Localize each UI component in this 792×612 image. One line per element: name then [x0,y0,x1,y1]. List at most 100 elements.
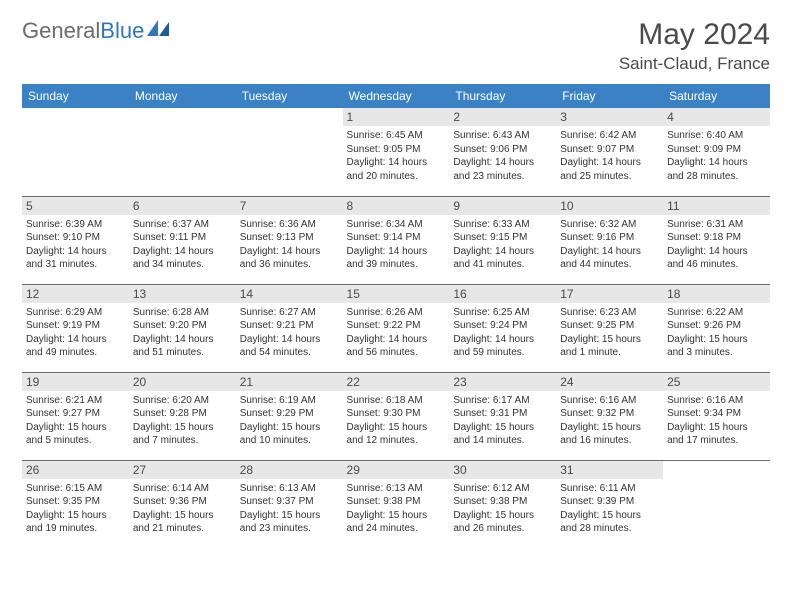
day-cell: 21Sunrise: 6:19 AMSunset: 9:29 PMDayligh… [236,372,343,460]
day-cell: 25Sunrise: 6:16 AMSunset: 9:34 PMDayligh… [663,372,770,460]
daylight-text: Daylight: 15 hours and 3 minutes. [667,333,766,360]
logo: GeneralBlue [22,18,169,44]
day-info: Sunrise: 6:43 AMSunset: 9:06 PMDaylight:… [453,129,552,183]
day-number: 2 [449,108,556,126]
day-cell: 14 Sunrise: 6:27 AMSunset: 9:21 PMDayligh… [236,284,343,372]
day-info: Sunrise: 6:17 AMSunset: 9:31 PMDaylight:… [453,394,552,448]
sunrise-text: Sunrise: 6:16 AM [560,394,659,408]
daylight-text: Daylight: 15 hours and 14 minutes. [453,421,552,448]
daylight-text: Daylight: 14 hours and 44 minutes. [560,245,659,272]
sunrise-text: Sunrise: 6:22 AM [667,306,766,320]
day-cell: 15Sunrise: 6:26 AMSunset: 9:22 PMDayligh… [343,284,450,372]
day-number: 11 [663,197,770,215]
sunrise-text: Sunrise: 6:11 AM [560,482,659,496]
sunrise-text: Sunrise: 6:31 AM [667,218,766,232]
sunset-text: Sunset: 9:05 PM [347,143,446,157]
day-info: Sunrise: 6:21 AMSunset: 9:27 PMDaylight:… [26,394,125,448]
day-number: 9 [449,197,556,215]
sunrise-text: Sunrise: 6:14 AM [133,482,232,496]
daylight-text: Daylight: 14 hours and 51 minutes. [133,333,232,360]
day-cell: 2 Sunrise: 6:43 AMSunset: 9:06 PMDaylight… [449,108,556,196]
calendar-table: SundayMondayTuesdayWednesdayThursdayFrid… [22,84,770,548]
sunset-text: Sunset: 9:09 PM [667,143,766,157]
day-info: Sunrise: 6:16 AMSunset: 9:32 PMDaylight:… [560,394,659,448]
day-info: Sunrise: 6:39 AMSunset: 9:10 PMDaylight:… [26,218,125,272]
day-info: Sunrise: 6:45 AMSunset: 9:05 PMDaylight:… [347,129,446,183]
day-cell: 12Sunrise: 6:29 AMSunset: 9:19 PMDayligh… [22,284,129,372]
sunset-text: Sunset: 9:20 PM [133,319,232,333]
day-number: 31 [556,461,663,479]
weekday-header: Tuesday [236,84,343,108]
weekday-header: Monday [129,84,236,108]
daylight-text: Daylight: 14 hours and 25 minutes. [560,156,659,183]
daylight-text: Daylight: 15 hours and 19 minutes. [26,509,125,536]
daylight-text: Daylight: 15 hours and 17 minutes. [667,421,766,448]
day-number: 26 [22,461,129,479]
day-cell [22,108,129,196]
day-info: Sunrise: 6:13 AMSunset: 9:37 PMDaylight:… [240,482,339,536]
day-info: Sunrise: 6:33 AMSunset: 9:15 PMDaylight:… [453,218,552,272]
day-cell: 31Sunrise: 6:11 AMSunset: 9:39 PMDayligh… [556,460,663,548]
day-cell: 27 Sunrise: 6:14 AMSunset: 9:36 PMDayligh… [129,460,236,548]
day-cell [663,460,770,548]
sunrise-text: Sunrise: 6:12 AM [453,482,552,496]
sunrise-text: Sunrise: 6:37 AM [133,218,232,232]
daylight-text: Daylight: 14 hours and 49 minutes. [26,333,125,360]
daylight-text: Daylight: 14 hours and 39 minutes. [347,245,446,272]
sunrise-text: Sunrise: 6:39 AM [26,218,125,232]
day-number: 3 [556,108,663,126]
sunrise-text: Sunrise: 6:27 AM [240,306,339,320]
sunset-text: Sunset: 9:15 PM [453,231,552,245]
sunset-text: Sunset: 9:29 PM [240,407,339,421]
sunset-text: Sunset: 9:13 PM [240,231,339,245]
daylight-text: Daylight: 14 hours and 31 minutes. [26,245,125,272]
sunset-text: Sunset: 9:10 PM [26,231,125,245]
day-number: 1 [343,108,450,126]
day-number: 19 [22,373,129,391]
sunrise-text: Sunrise: 6:36 AM [240,218,339,232]
day-info: Sunrise: 6:19 AMSunset: 9:29 PMDaylight:… [240,394,339,448]
day-number: 14 [236,285,343,303]
day-number: 22 [343,373,450,391]
day-number: 28 [236,461,343,479]
day-number: 13 [129,285,236,303]
sunset-text: Sunset: 9:19 PM [26,319,125,333]
sunset-text: Sunset: 9:38 PM [453,495,552,509]
day-info: Sunrise: 6:14 AMSunset: 9:36 PMDaylight:… [133,482,232,536]
daylight-text: Daylight: 14 hours and 34 minutes. [133,245,232,272]
day-cell: 20Sunrise: 6:20 AMSunset: 9:28 PMDayligh… [129,372,236,460]
daylight-text: Daylight: 15 hours and 26 minutes. [453,509,552,536]
day-number: 16 [449,285,556,303]
sunrise-text: Sunrise: 6:13 AM [347,482,446,496]
day-info: Sunrise: 6:29 AMSunset: 9:19 PMDaylight:… [26,306,125,360]
daylight-text: Daylight: 15 hours and 10 minutes. [240,421,339,448]
sunset-text: Sunset: 9:07 PM [560,143,659,157]
day-cell [236,108,343,196]
daylight-text: Daylight: 15 hours and 1 minute. [560,333,659,360]
day-info: Sunrise: 6:31 AMSunset: 9:18 PMDaylight:… [667,218,766,272]
day-cell: 1 Sunrise: 6:45 AMSunset: 9:05 PMDaylight… [343,108,450,196]
daylight-text: Daylight: 15 hours and 24 minutes. [347,509,446,536]
day-info: Sunrise: 6:32 AMSunset: 9:16 PMDaylight:… [560,218,659,272]
day-info: Sunrise: 6:42 AMSunset: 9:07 PMDaylight:… [560,129,659,183]
day-cell: 13Sunrise: 6:28 AMSunset: 9:20 PMDayligh… [129,284,236,372]
day-number: 27 [129,461,236,479]
day-cell: 4Sunrise: 6:40 AMSunset: 9:09 PMDaylight… [663,108,770,196]
sunset-text: Sunset: 9:21 PM [240,319,339,333]
day-number: 15 [343,285,450,303]
daylight-text: Daylight: 15 hours and 12 minutes. [347,421,446,448]
sunset-text: Sunset: 9:37 PM [240,495,339,509]
weekday-header: Wednesday [343,84,450,108]
sunrise-text: Sunrise: 6:45 AM [347,129,446,143]
day-cell: 23Sunrise: 6:17 AMSunset: 9:31 PMDayligh… [449,372,556,460]
day-number: 8 [343,197,450,215]
sunrise-text: Sunrise: 6:21 AM [26,394,125,408]
daylight-text: Daylight: 14 hours and 54 minutes. [240,333,339,360]
sunset-text: Sunset: 9:06 PM [453,143,552,157]
day-number: 29 [343,461,450,479]
day-info: Sunrise: 6:37 AMSunset: 9:11 PMDaylight:… [133,218,232,272]
day-cell: 19 Sunrise: 6:21 AMSunset: 9:27 PMDayligh… [22,372,129,460]
daylight-text: Daylight: 14 hours and 59 minutes. [453,333,552,360]
sunrise-text: Sunrise: 6:34 AM [347,218,446,232]
day-cell: 5Sunrise: 6:39 AMSunset: 9:10 PMDaylight… [22,196,129,284]
